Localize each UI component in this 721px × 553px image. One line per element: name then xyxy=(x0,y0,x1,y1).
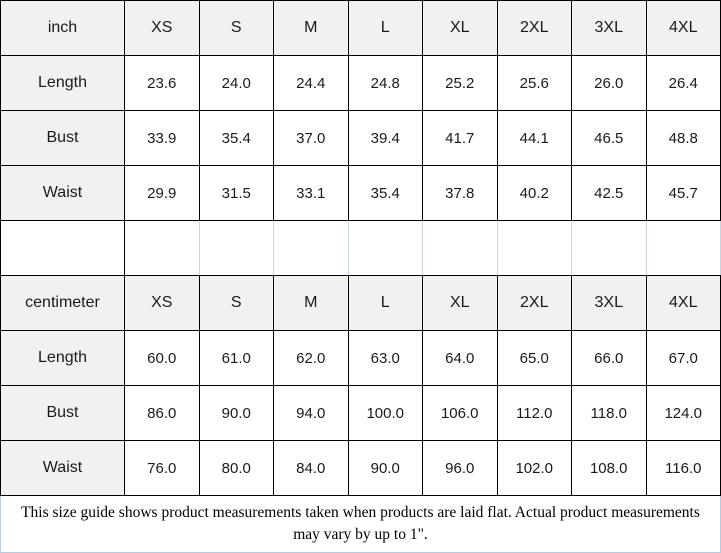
measurement-cell: 39.4 xyxy=(347,110,423,166)
measurement-cell: 33.1 xyxy=(273,165,349,221)
measurement-cell: 65.0 xyxy=(496,330,572,386)
measurement-cell: 66.0 xyxy=(571,330,647,386)
measurement-cell: 86.0 xyxy=(124,385,200,441)
measurement-cell: 35.4 xyxy=(347,165,423,221)
measurement-cell: 100.0 xyxy=(347,385,423,441)
row-label-bust: Bust xyxy=(0,385,125,441)
spacer-row xyxy=(0,220,721,276)
measurement-cell: 90.0 xyxy=(347,440,423,496)
measurement-cell: 25.6 xyxy=(496,55,572,111)
inch-length-row: Length 23.6 24.0 24.4 24.8 25.2 25.6 26.… xyxy=(0,55,721,111)
measurement-cell: 24.8 xyxy=(347,55,423,111)
spacer-cell xyxy=(496,220,572,276)
unit-header-inch: inch xyxy=(0,0,125,56)
measurement-cell: 48.8 xyxy=(645,110,721,166)
row-label-length: Length xyxy=(0,55,125,111)
measurement-cell: 94.0 xyxy=(273,385,349,441)
measurement-cell: 60.0 xyxy=(124,330,200,386)
measurement-cell: 31.5 xyxy=(198,165,274,221)
size-header-l: L xyxy=(347,0,423,56)
measurement-cell: 24.0 xyxy=(198,55,274,111)
measurement-cell: 24.4 xyxy=(273,55,349,111)
spacer-cell xyxy=(198,220,274,276)
measurement-cell: 40.2 xyxy=(496,165,572,221)
size-header-3xl: 3XL xyxy=(571,0,647,56)
size-header-s: S xyxy=(198,0,274,56)
measurement-cell: 29.9 xyxy=(124,165,200,221)
size-header-4xl: 4XL xyxy=(645,275,721,331)
measurement-cell: 42.5 xyxy=(571,165,647,221)
cm-bust-row: Bust 86.0 90.0 94.0 100.0 106.0 112.0 11… xyxy=(0,385,721,441)
size-guide-note: This size guide shows product measuremen… xyxy=(0,496,721,553)
measurement-cell: 63.0 xyxy=(347,330,423,386)
spacer-cell xyxy=(347,220,423,276)
inch-bust-row: Bust 33.9 35.4 37.0 39.4 41.7 44.1 46.5 … xyxy=(0,110,721,166)
measurement-cell: 61.0 xyxy=(198,330,274,386)
measurement-cell: 116.0 xyxy=(645,440,721,496)
measurement-cell: 67.0 xyxy=(645,330,721,386)
measurement-cell: 62.0 xyxy=(273,330,349,386)
measurement-cell: 37.8 xyxy=(422,165,498,221)
row-label-waist: Waist xyxy=(0,440,125,496)
measurement-cell: 33.9 xyxy=(124,110,200,166)
size-header-3xl: 3XL xyxy=(571,275,647,331)
spacer-cell xyxy=(571,220,647,276)
spacer-cell xyxy=(124,220,200,276)
size-header-xs: XS xyxy=(124,275,200,331)
row-label-waist: Waist xyxy=(0,165,125,221)
measurement-cell: 45.7 xyxy=(645,165,721,221)
measurement-cell: 46.5 xyxy=(571,110,647,166)
measurement-cell: 41.7 xyxy=(422,110,498,166)
measurement-cell: 35.4 xyxy=(198,110,274,166)
measurement-cell: 108.0 xyxy=(571,440,647,496)
inch-waist-row: Waist 29.9 31.5 33.1 35.4 37.8 40.2 42.5… xyxy=(0,165,721,221)
size-header-2xl: 2XL xyxy=(496,0,572,56)
measurement-cell: 25.2 xyxy=(422,55,498,111)
measurement-cell: 84.0 xyxy=(273,440,349,496)
measurement-cell: 124.0 xyxy=(645,385,721,441)
measurement-cell: 102.0 xyxy=(496,440,572,496)
measurement-cell: 118.0 xyxy=(571,385,647,441)
centimeter-header-row: centimeter XS S M L XL 2XL 3XL 4XL xyxy=(0,275,721,331)
size-header-s: S xyxy=(198,275,274,331)
size-header-m: M xyxy=(273,275,349,331)
row-label-bust: Bust xyxy=(0,110,125,166)
measurement-cell: 26.0 xyxy=(571,55,647,111)
spacer-cell xyxy=(422,220,498,276)
size-header-xs: XS xyxy=(124,0,200,56)
measurement-cell: 80.0 xyxy=(198,440,274,496)
measurement-cell: 64.0 xyxy=(422,330,498,386)
measurement-cell: 90.0 xyxy=(198,385,274,441)
cm-length-row: Length 60.0 61.0 62.0 63.0 64.0 65.0 66.… xyxy=(0,330,721,386)
measurement-cell: 112.0 xyxy=(496,385,572,441)
size-header-4xl: 4XL xyxy=(645,0,721,56)
row-label-length: Length xyxy=(0,330,125,386)
size-header-xl: XL xyxy=(422,275,498,331)
size-header-xl: XL xyxy=(422,0,498,56)
measurement-cell: 96.0 xyxy=(422,440,498,496)
measurement-cell: 44.1 xyxy=(496,110,572,166)
measurement-cell: 23.6 xyxy=(124,55,200,111)
spacer-cell xyxy=(645,220,721,276)
size-header-m: M xyxy=(273,0,349,56)
inch-header-row: inch XS S M L XL 2XL 3XL 4XL xyxy=(0,0,721,56)
cm-waist-row: Waist 76.0 80.0 84.0 90.0 96.0 102.0 108… xyxy=(0,440,721,496)
size-header-l: L xyxy=(347,275,423,331)
size-chart-table: inch XS S M L XL 2XL 3XL 4XL Length 23.6… xyxy=(0,0,721,496)
spacer-cell xyxy=(0,220,125,276)
size-header-2xl: 2XL xyxy=(496,275,572,331)
measurement-cell: 76.0 xyxy=(124,440,200,496)
unit-header-centimeter: centimeter xyxy=(0,275,125,331)
measurement-cell: 37.0 xyxy=(273,110,349,166)
spacer-cell xyxy=(273,220,349,276)
measurement-cell: 106.0 xyxy=(422,385,498,441)
measurement-cell: 26.4 xyxy=(645,55,721,111)
